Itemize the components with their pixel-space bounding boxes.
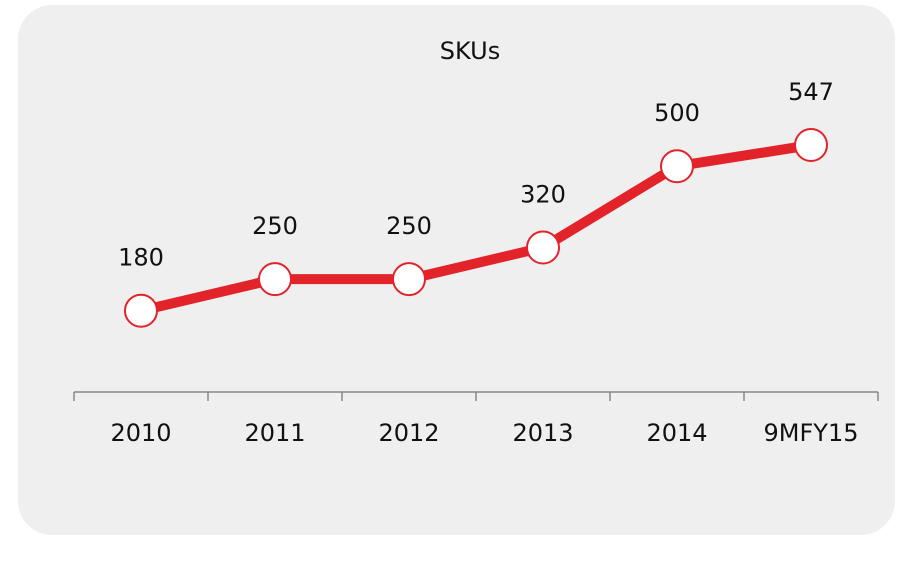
chart-title: SKUs [440, 37, 500, 65]
data-label: 250 [386, 212, 432, 240]
x-tick-label: 2012 [378, 419, 439, 447]
data-label: 180 [118, 244, 164, 272]
data-label: 547 [788, 78, 834, 106]
point [660, 149, 694, 184]
point [392, 262, 426, 297]
data-label: 500 [654, 99, 700, 127]
x-tick-label: 2014 [646, 419, 707, 447]
x-tick-label: 9MFY15 [764, 419, 859, 447]
x-tick-label: 2013 [512, 419, 573, 447]
data-label: 320 [520, 181, 566, 209]
point [794, 128, 828, 162]
x-tick-label: 2010 [110, 419, 171, 447]
data-label: 250 [252, 212, 298, 240]
line [139, 140, 812, 316]
point [258, 262, 292, 297]
x-tick-label: 2011 [244, 419, 305, 447]
point [526, 230, 560, 265]
point [124, 293, 158, 328]
